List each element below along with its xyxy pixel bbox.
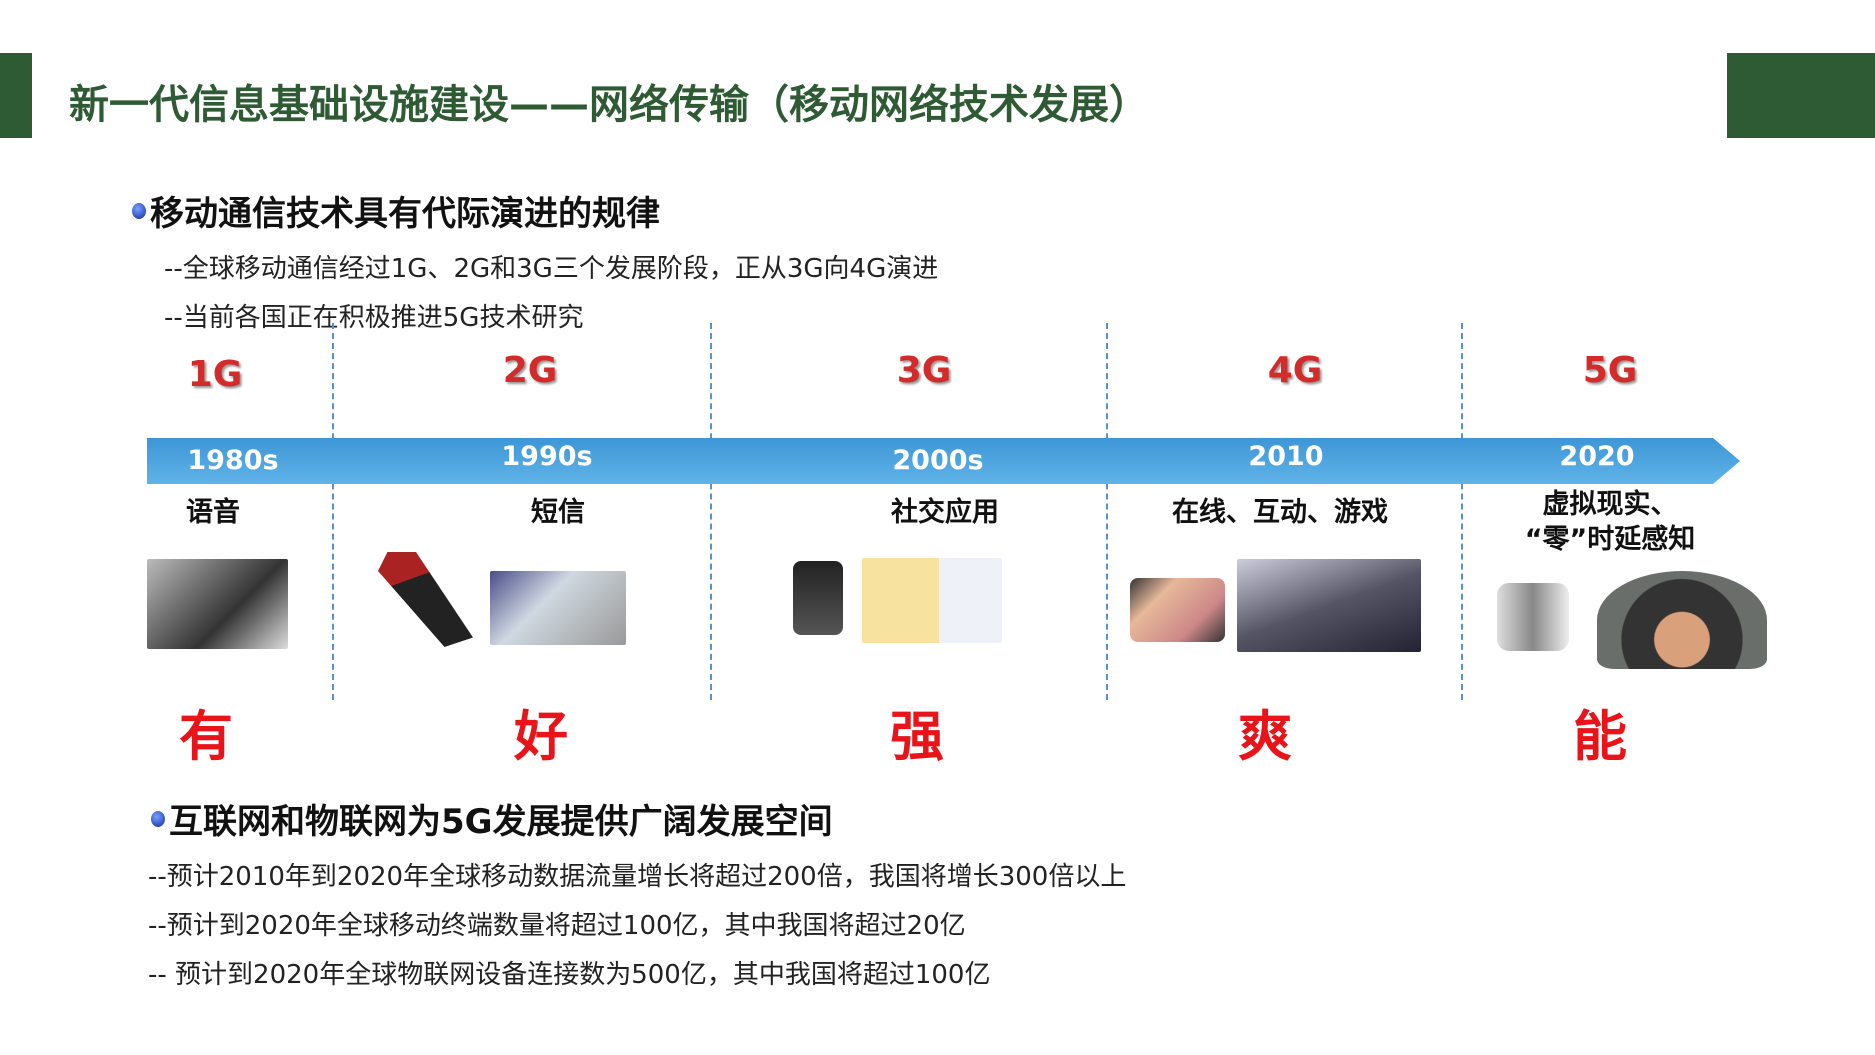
section1-heading: 移动通信技术具有代际演进的规律 <box>132 186 660 235</box>
gen-label: 4G <box>1267 350 1323 391</box>
keyword: 好 <box>514 705 568 768</box>
section2-line: --预计到2020年全球移动终端数量将超过100亿，其中我国将超过20亿 <box>148 911 966 941</box>
divider <box>710 323 712 700</box>
section2-heading-text: 互联网和物联网为5G发展提供广阔发展空间 <box>169 802 833 842</box>
bullet-icon <box>132 202 146 219</box>
keyword: 有 <box>179 705 233 768</box>
timeline-arrow <box>147 438 1740 484</box>
feature-line: 虚拟现实、 <box>1542 489 1678 520</box>
year-label: 2000s <box>892 445 984 476</box>
right-accent-block <box>1727 53 1875 138</box>
feature-line: “零”时延感知 <box>1524 524 1696 555</box>
photo-flip-phone <box>378 552 473 647</box>
gen-label: 5G <box>1582 350 1638 391</box>
feature-label: 语音 <box>186 497 240 528</box>
gen-label: 1G <box>187 354 243 395</box>
photo-social-app <box>862 558 1002 643</box>
keyword: 能 <box>1573 705 1627 768</box>
divider <box>1461 323 1463 700</box>
year-label: 1990s <box>501 441 593 472</box>
bullet-icon <box>151 810 165 827</box>
photo-game-art <box>1237 559 1421 652</box>
photo-video-call <box>1130 578 1225 642</box>
section2-line: --预计2010年到2020年全球移动数据流量增长将超过200倍，我国将增长30… <box>148 862 1127 892</box>
photo-vr-headset <box>1597 571 1767 669</box>
photo-woman-phone <box>147 559 288 649</box>
section2-line: -- 预计到2020年全球物联网设备连接数为500亿，其中我国将超过100亿 <box>148 960 991 990</box>
year-label: 2010 <box>1248 441 1324 472</box>
year-label: 2020 <box>1559 441 1635 472</box>
feature-label: 社交应用 <box>891 497 999 528</box>
feature-label: 虚拟现实、 “零”时延感知 <box>1525 487 1696 557</box>
photo-smartphone <box>793 561 843 635</box>
gen-label: 2G <box>502 350 558 391</box>
keyword: 爽 <box>1238 705 1292 768</box>
feature-label: 短信 <box>531 497 585 528</box>
photo-smartwatch <box>1497 583 1569 651</box>
section2-heading: 互联网和物联网为5G发展提供广阔发展空间 <box>151 794 833 843</box>
feature-label: 在线、互动、游戏 <box>1172 497 1388 528</box>
keyword: 强 <box>890 705 944 768</box>
left-accent-bar <box>0 53 32 138</box>
photo-sms-screen <box>490 571 626 645</box>
divider <box>332 323 334 700</box>
gen-label: 3G <box>896 350 952 391</box>
section1-line: --当前各国正在积极推进5G技术研究 <box>164 303 584 333</box>
section1-line: --全球移动通信经过1G、2G和3G三个发展阶段，正从3G向4G演进 <box>164 254 939 284</box>
year-label: 1980s <box>187 445 279 476</box>
divider <box>1106 323 1108 700</box>
page-title: 新一代信息基础设施建设——网络传输（移动网络技术发展） <box>69 82 1149 128</box>
section1-heading-text: 移动通信技术具有代际演进的规律 <box>150 194 660 234</box>
